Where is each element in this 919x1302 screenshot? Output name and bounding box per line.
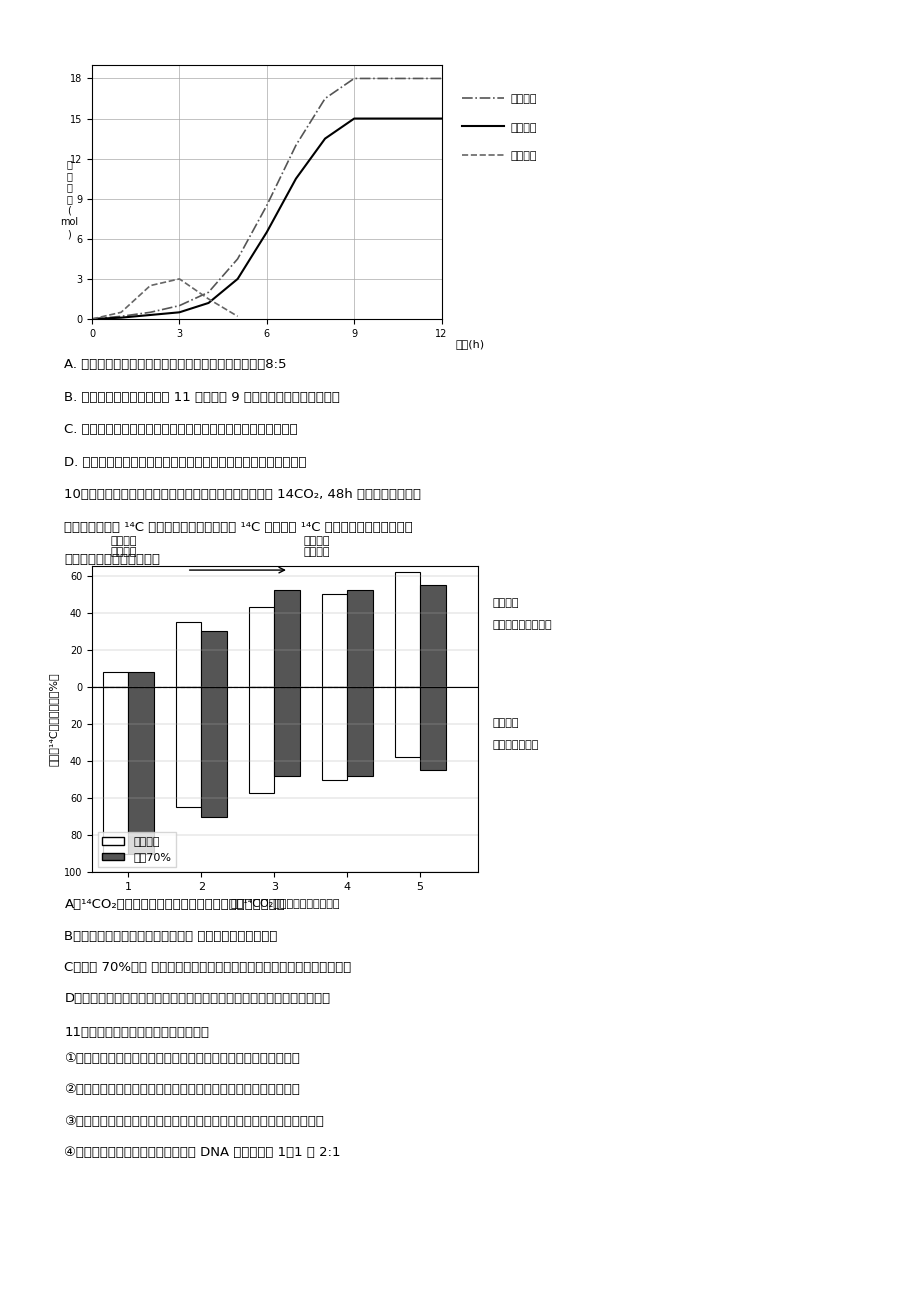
X-axis label: 供应¹⁴CO₂时植株所处的发育时期: 供应¹⁴CO₂时植株所处的发育时期: [230, 897, 340, 907]
Bar: [129, 672, 153, 687]
Bar: [248, 687, 274, 793]
Legend: 正常光照, 遮光70%: 正常光照, 遮光70%: [97, 832, 176, 867]
Bar: [274, 687, 300, 776]
Bar: [346, 591, 372, 687]
Bar: [248, 607, 274, 687]
Bar: [322, 594, 346, 687]
Bar: [176, 687, 201, 807]
Text: D．实验研究了光强对不同发育期植株中光合产物在两类器官间分配的影响: D．实验研究了光强对不同发育期植株中光合产物在两类器官间分配的影响: [64, 992, 330, 1005]
Text: 生殖器官
发育早期: 生殖器官 发育早期: [110, 535, 137, 557]
Text: ④二倍体生物细胞中的染色体数目与 DNA 数目之比为 1：1 或 2:1: ④二倍体生物细胞中的染色体数目与 DNA 数目之比为 1：1 或 2:1: [64, 1146, 341, 1159]
Bar: [420, 585, 445, 687]
Bar: [394, 687, 420, 758]
Bar: [420, 687, 445, 771]
Text: 生殖器官
发育晚期: 生殖器官 发育晚期: [303, 535, 330, 557]
Bar: [346, 687, 372, 776]
Text: 甲：酒精: 甲：酒精: [510, 122, 537, 133]
Bar: [394, 572, 420, 687]
Bar: [201, 687, 227, 816]
Y-axis label: 占植株¹⁴C总量的比例（%）: 占植株¹⁴C总量的比例（%）: [49, 673, 58, 766]
Text: B．生殖器官发育早期，光合产物大 部分被分配到营养器官: B．生殖器官发育早期，光合产物大 部分被分配到营养器官: [64, 930, 278, 943]
Bar: [201, 631, 227, 687]
Bar: [103, 687, 129, 854]
Bar: [322, 687, 346, 780]
Text: 本实验相关的叙述错误的是: 本实验相关的叙述错误的是: [64, 553, 160, 566]
Bar: [176, 622, 201, 687]
Text: C．遮光 70%条件 下，分配到生殖器官和营养器官中的光合产物量始终接近: C．遮光 70%条件 下，分配到生殖器官和营养器官中的光合产物量始终接近: [64, 961, 351, 974]
Text: B. 甲、乙两发酵罐分别在第 11 小时和第 9 小时无氧呼吸速率达到最快: B. 甲、乙两发酵罐分别在第 11 小时和第 9 小时无氧呼吸速率达到最快: [64, 391, 340, 404]
Text: ③二倍体生物细胞质中的遗传物质在细胞分裂时随机地、不均等地分配；: ③二倍体生物细胞质中的遗传物质在细胞分裂时随机地、不均等地分配；: [64, 1115, 323, 1128]
Text: 生殖器官: 生殖器官: [492, 598, 518, 608]
Bar: [274, 591, 300, 687]
Text: A. 在实验结束时甲、乙两罐中产生的二氧化碳量之比为8:5: A. 在实验结束时甲、乙两罐中产生的二氧化碳量之比为8:5: [64, 358, 287, 371]
Text: 乙：酒精: 乙：酒精: [510, 151, 537, 161]
Bar: [129, 687, 153, 854]
Text: 10、在正常与遮光条件下向不同发育时期的豌豆植株供应 14CO₂, 48h 后测定植株营养器: 10、在正常与遮光条件下向不同发育时期的豌豆植株供应 14CO₂, 48h 后测…: [64, 488, 421, 501]
Text: D. 该实验证明向葡萄糖溶液中通入适量的氧气可以提高酒精的产量: D. 该实验证明向葡萄糖溶液中通入适量的氧气可以提高酒精的产量: [64, 456, 307, 469]
Text: （根、茎、叶）: （根、茎、叶）: [492, 740, 538, 750]
Text: 官和生殖器官中 ¹⁴C 的量。两类器官各自所含 ¹⁴C 量占植株 ¹⁴C 总量的比例如图所示。与: 官和生殖器官中 ¹⁴C 的量。两类器官各自所含 ¹⁴C 量占植株 ¹⁴C 总量的…: [64, 521, 413, 534]
Text: 11、下列关于细胞增殖的表述正确的是: 11、下列关于细胞增殖的表述正确的是: [64, 1026, 210, 1039]
X-axis label: 时间(h): 时间(h): [455, 340, 483, 349]
Text: A．¹⁴CO₂进入叶肉细胞的叶绿体基质后被转化为光合产物: A．¹⁴CO₂进入叶肉细胞的叶绿体基质后被转化为光合产物: [64, 898, 285, 911]
Text: ①二倍体动物体细胞有丝分裂前期中心体倍增并移向细胞的一极；: ①二倍体动物体细胞有丝分裂前期中心体倍增并移向细胞的一极；: [64, 1052, 300, 1065]
Text: 物
质
的
量
(
mol
): 物 质 的 量 ( mol ): [60, 159, 78, 240]
Text: （花、果实、种子）: （花、果实、种子）: [492, 620, 551, 630]
Text: C. 发酵罐实验结果表明在有氧气存在时酵母菌也可进行无氧呼吸: C. 发酵罐实验结果表明在有氧气存在时酵母菌也可进行无氧呼吸: [64, 423, 298, 436]
Text: 营养器官: 营养器官: [492, 717, 518, 728]
Text: 甲：氧气: 甲：氧气: [510, 94, 537, 104]
Bar: [103, 672, 129, 687]
Text: ②二倍体动物体细胞有丝分裂后期细胞每一极均含有同源染色体；: ②二倍体动物体细胞有丝分裂后期细胞每一极均含有同源染色体；: [64, 1083, 300, 1096]
